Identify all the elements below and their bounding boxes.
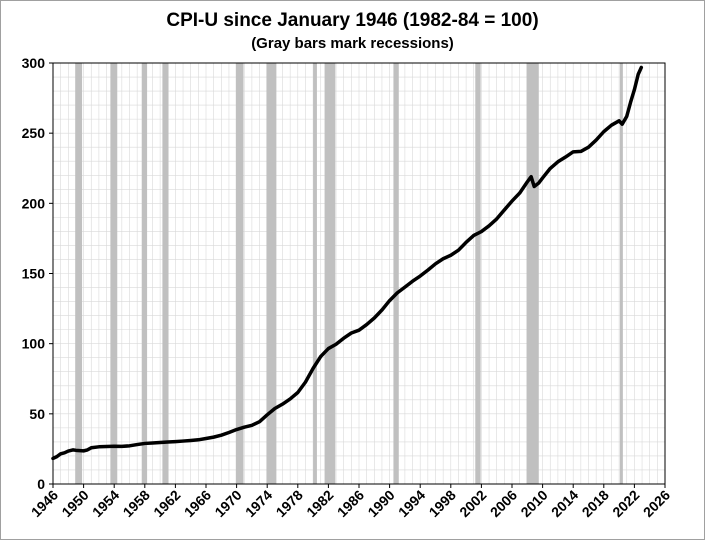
series [51,65,644,461]
x-tick-label: 2026 [640,487,673,520]
y-tick-label: 300 [22,55,46,71]
x-tick-label: 1958 [120,487,153,520]
chart-subtitle: (Gray bars mark recessions) [251,35,454,52]
y-tick-label: 250 [22,125,46,141]
x-tick-label: 1982 [303,487,336,520]
y-tick-label: 0 [37,476,45,492]
y-axis-ticks: 0 50 100 150 200 250 300 [22,55,53,492]
recession-bar [324,63,336,484]
x-tick-label: 2002 [456,487,489,520]
y-tick-label: 150 [22,266,46,282]
x-tick-label: 1994 [395,487,428,520]
x-tick-label: 1978 [273,487,306,520]
recession-bar [141,63,148,484]
recession-bar [619,63,623,484]
y-tick-label: 50 [29,406,45,422]
recession-bar [313,63,317,484]
x-tick-label: 2010 [517,487,550,520]
x-tick-label: 1954 [89,487,122,520]
recession-bar [110,63,118,484]
chart-title: CPI-U since January 1946 (1982-84 = 100) [166,10,539,31]
x-tick-label: 2018 [579,487,612,520]
x-tick-label: 2022 [609,487,642,520]
recession-bar [475,63,481,484]
recession-bar [526,63,539,484]
recession-bar [266,63,277,484]
x-tick-label: 1986 [334,487,367,520]
x-tick-label: 1974 [242,487,275,520]
x-tick-label: 2014 [548,487,581,520]
x-tick-label: 1990 [364,487,397,520]
recession-bar [393,63,399,484]
grid [53,63,665,484]
x-axis-ticks: 1946195019541958196219661970197419781982… [28,484,673,520]
x-tick-label: 1950 [58,487,91,520]
recession-bar [75,63,83,484]
y-tick-label: 200 [22,195,46,211]
recession-bar [235,63,244,484]
x-tick-label: 1962 [150,487,183,520]
recession-bar [162,63,169,484]
x-tick-label: 2006 [487,487,520,520]
x-tick-label: 1946 [28,487,61,520]
x-tick-label: 1970 [211,487,244,520]
x-tick-label: 1998 [426,487,459,520]
x-tick-label: 1966 [181,487,214,520]
y-tick-label: 100 [22,336,46,352]
recession-bars [75,63,623,484]
cpi-series-line [51,65,644,461]
